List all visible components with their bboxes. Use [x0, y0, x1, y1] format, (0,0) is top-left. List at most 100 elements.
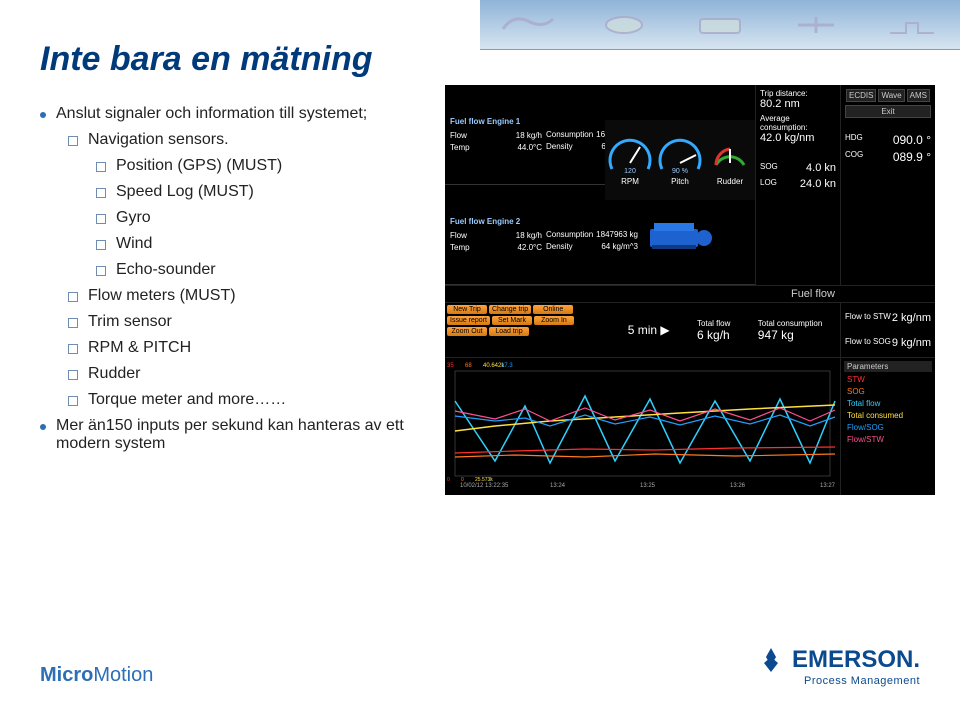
flow-right-panel: Flow to STW2 kg/nm Flow to SOG9 kg/nm [840, 303, 935, 357]
sog-label: SOG [760, 162, 778, 174]
density-label: Density [546, 141, 573, 153]
micromotion-logo: MicroMotion [40, 664, 153, 687]
sensor-icon [786, 9, 846, 41]
sensor-icon [882, 9, 942, 41]
flow-stw-value: 2 kg/nm [892, 312, 931, 324]
param-item[interactable]: Total flow [844, 398, 932, 409]
list-item: Gyro [96, 209, 430, 227]
total-flow-value: 6 kg/h [697, 328, 730, 342]
exit-button[interactable]: Exit [845, 105, 931, 118]
dashboard-mid-row: New TripChange tripOnline Issue reportSet… [445, 302, 935, 357]
svg-text:90 %: 90 % [672, 168, 688, 175]
list-text: Flow meters (MUST) [88, 287, 236, 305]
svg-text:13:24: 13:24 [550, 483, 566, 489]
list-text: Trim sensor [88, 313, 172, 331]
chart-area: 356840.642k17.310/02/12 13:22:3513:2413:… [445, 357, 935, 495]
list-text: Torque meter and more…… [88, 391, 286, 409]
rudder-gauge: Rudder [705, 135, 755, 186]
side-button[interactable]: Online [533, 305, 573, 314]
play-icon[interactable]: ▶ [660, 323, 669, 337]
log-label: LOG [760, 178, 777, 190]
list-text: Position (GPS) (MUST) [116, 157, 282, 175]
gauges-row: 120 RPM 90 % Pitch Rudder [605, 120, 755, 200]
total-flow-label: Total flow [697, 319, 730, 328]
total-cons-label: Total consumption [758, 319, 822, 328]
header-banner [480, 0, 960, 50]
list-item: Rudder [68, 365, 430, 383]
avg-cons-label: Average consumption: [760, 114, 836, 132]
side-button[interactable]: Change trip [489, 305, 531, 314]
svg-text:17.3: 17.3 [501, 363, 513, 369]
svg-text:68: 68 [465, 363, 472, 369]
wave-button[interactable]: Wave [878, 89, 904, 102]
engine-icon [642, 215, 717, 255]
pitch-label: Pitch [671, 177, 689, 186]
emerson-text: EMERSON. [792, 646, 920, 674]
param-item[interactable]: SOG [844, 386, 932, 397]
list-text: Navigation sensors. [88, 131, 229, 149]
ams-button[interactable]: AMS [907, 89, 930, 102]
list-text: Gyro [116, 209, 151, 227]
param-item[interactable]: Total consumed [844, 410, 932, 421]
list-item: Flow meters (MUST) [68, 287, 430, 305]
list-text: Rudder [88, 365, 140, 383]
ecdis-button[interactable]: ECDIS [846, 89, 876, 102]
trip-distance-label: Trip distance: [760, 89, 836, 98]
engine-2-panel: Fuel flow Engine 2 Flow18 kg/h Temp42.0°… [445, 185, 755, 285]
parameters-panel: Parameters STWSOGTotal flowTotal consume… [840, 358, 935, 495]
flow-label: Flow [450, 230, 467, 242]
side-button[interactable]: New Trip [447, 305, 487, 314]
cons-label: Consumption [546, 229, 593, 241]
list-item: Echo-sounder [96, 261, 430, 279]
cons-value: 1847963 kg [596, 229, 638, 241]
bullet-list: Anslut signaler och information till sys… [40, 105, 430, 461]
logo-text: Micro [40, 664, 93, 686]
engine-1-title: Fuel flow Engine 1 [450, 116, 542, 128]
sensor-icon [690, 9, 750, 41]
svg-text:0: 0 [489, 477, 492, 483]
flow-sog-label: Flow to SOG [845, 337, 891, 349]
svg-text:0: 0 [447, 477, 450, 483]
cog-label: COG [845, 150, 863, 164]
svg-text:13:25: 13:25 [640, 483, 656, 489]
flow-sog-value: 9 kg/nm [892, 337, 931, 349]
flow-value: 18 kg/h [516, 230, 542, 242]
svg-text:13:27: 13:27 [820, 483, 836, 489]
side-button[interactable]: Load trip [489, 327, 529, 336]
pitch-gauge: 90 % Pitch [655, 135, 705, 186]
density-label: Density [546, 241, 573, 253]
temp-value: 44.0°C [517, 142, 542, 154]
side-button[interactable]: Zoom Out [447, 327, 487, 336]
rpm-label: RPM [621, 177, 639, 186]
temp-label: Temp [450, 242, 470, 254]
svg-text:120: 120 [624, 168, 636, 175]
side-button[interactable]: Zoom In [534, 316, 574, 325]
fuelflow-title: Fuel flow [445, 285, 935, 302]
list-text: Wind [116, 235, 152, 253]
list-text: Mer än150 inputs per sekund kan hanteras… [56, 417, 430, 453]
flow-label: Flow [450, 130, 467, 142]
param-item[interactable]: STW [844, 374, 932, 385]
param-item[interactable]: Flow/STW [844, 434, 932, 445]
list-item: Trim sensor [68, 313, 430, 331]
total-cons-value: 947 kg [758, 328, 822, 342]
flow-value: 18 kg/h [516, 130, 542, 142]
svg-text:13:26: 13:26 [730, 483, 746, 489]
density-value: 64 kg/m^3 [601, 241, 638, 253]
side-buttons: New TripChange tripOnline Issue reportSet… [445, 303, 610, 357]
sog-value: 4.0 kn [806, 162, 836, 174]
side-button[interactable]: Set Mark [492, 316, 532, 325]
temp-value: 42.0°C [517, 242, 542, 254]
param-item[interactable]: Flow/SOG [844, 422, 932, 433]
parameters-header: Parameters [844, 361, 932, 372]
list-item: Navigation sensors. [68, 131, 430, 149]
dashboard-panel: Fuel flow Engine 1 Flow 18 kg/h Temp 44.0°… [445, 85, 935, 495]
hdg-label: HDG [845, 133, 863, 147]
side-button[interactable]: Issue report [447, 316, 490, 325]
list-text: Speed Log (MUST) [116, 183, 254, 201]
emerson-tagline: Process Management [756, 675, 920, 687]
svg-text:35: 35 [447, 363, 454, 369]
cog-value: 089.9 ° [893, 150, 931, 164]
log-value: 24.0 kn [800, 178, 836, 190]
hdg-value: 090.0 ° [893, 133, 931, 147]
